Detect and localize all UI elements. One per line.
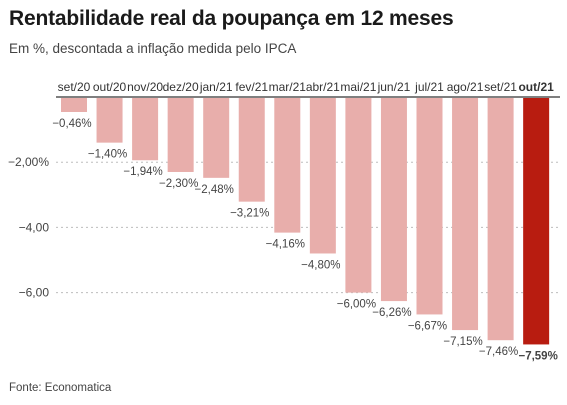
source-note: Fonte: Economatica: [9, 382, 112, 394]
data-label: −4,16%: [266, 239, 305, 251]
x-tick-label: nov/20: [127, 80, 163, 94]
data-label: −7,15%: [443, 336, 482, 348]
chart-title: Rentabilidade real da poupança em 12 mes…: [9, 7, 454, 30]
bar: [96, 98, 123, 143]
chart-subtitle: Em %, descontada a inflação medida pelo …: [9, 41, 297, 56]
x-tick-label: fev/21: [235, 80, 268, 94]
x-tick-label: set/21: [484, 80, 517, 94]
bar: [132, 98, 159, 161]
data-label: −6,67%: [408, 320, 447, 332]
bar: [203, 98, 230, 178]
x-tick-label: out/21: [518, 80, 554, 94]
x-tick-label: mai/21: [340, 80, 376, 94]
bar: [345, 98, 372, 293]
x-tick-label: abr/21: [306, 80, 340, 94]
data-label: −2,48%: [195, 184, 234, 196]
x-tick-label: mar/21: [269, 80, 307, 94]
data-label: −3,21%: [230, 208, 269, 220]
bar: [238, 98, 265, 202]
data-label: −6,00%: [337, 299, 376, 311]
x-tick-label: jan/21: [199, 80, 233, 94]
data-label: −2,30%: [159, 178, 198, 190]
x-tick-label: dez/20: [163, 80, 199, 94]
y-tick-label: −2,00%: [8, 155, 49, 169]
data-label: −1,94%: [123, 166, 162, 178]
x-tick-label: jul/21: [414, 80, 444, 94]
y-tick-label: −4,00: [19, 220, 50, 234]
x-tick-label: set/20: [58, 80, 91, 94]
y-tick-label: −6,00: [19, 286, 50, 300]
bar: [167, 98, 194, 172]
data-label: −6,26%: [372, 307, 411, 319]
data-label: −1,40%: [88, 149, 127, 161]
bar: [380, 98, 407, 302]
bar: [487, 98, 514, 341]
x-tick-label: out/20: [93, 80, 127, 94]
bar: [309, 98, 336, 254]
data-label: −7,46%: [479, 346, 518, 358]
bar: [61, 98, 87, 112]
data-label: −4,80%: [301, 259, 340, 271]
bar: [416, 98, 443, 315]
x-tick-label: ago/21: [447, 80, 484, 94]
bar: [274, 98, 301, 233]
bar: [523, 98, 550, 345]
data-label: −0,46%: [52, 118, 91, 130]
data-label: −7,59%: [518, 350, 557, 362]
bar: [452, 98, 479, 331]
x-tick-label: jun/21: [377, 80, 411, 94]
